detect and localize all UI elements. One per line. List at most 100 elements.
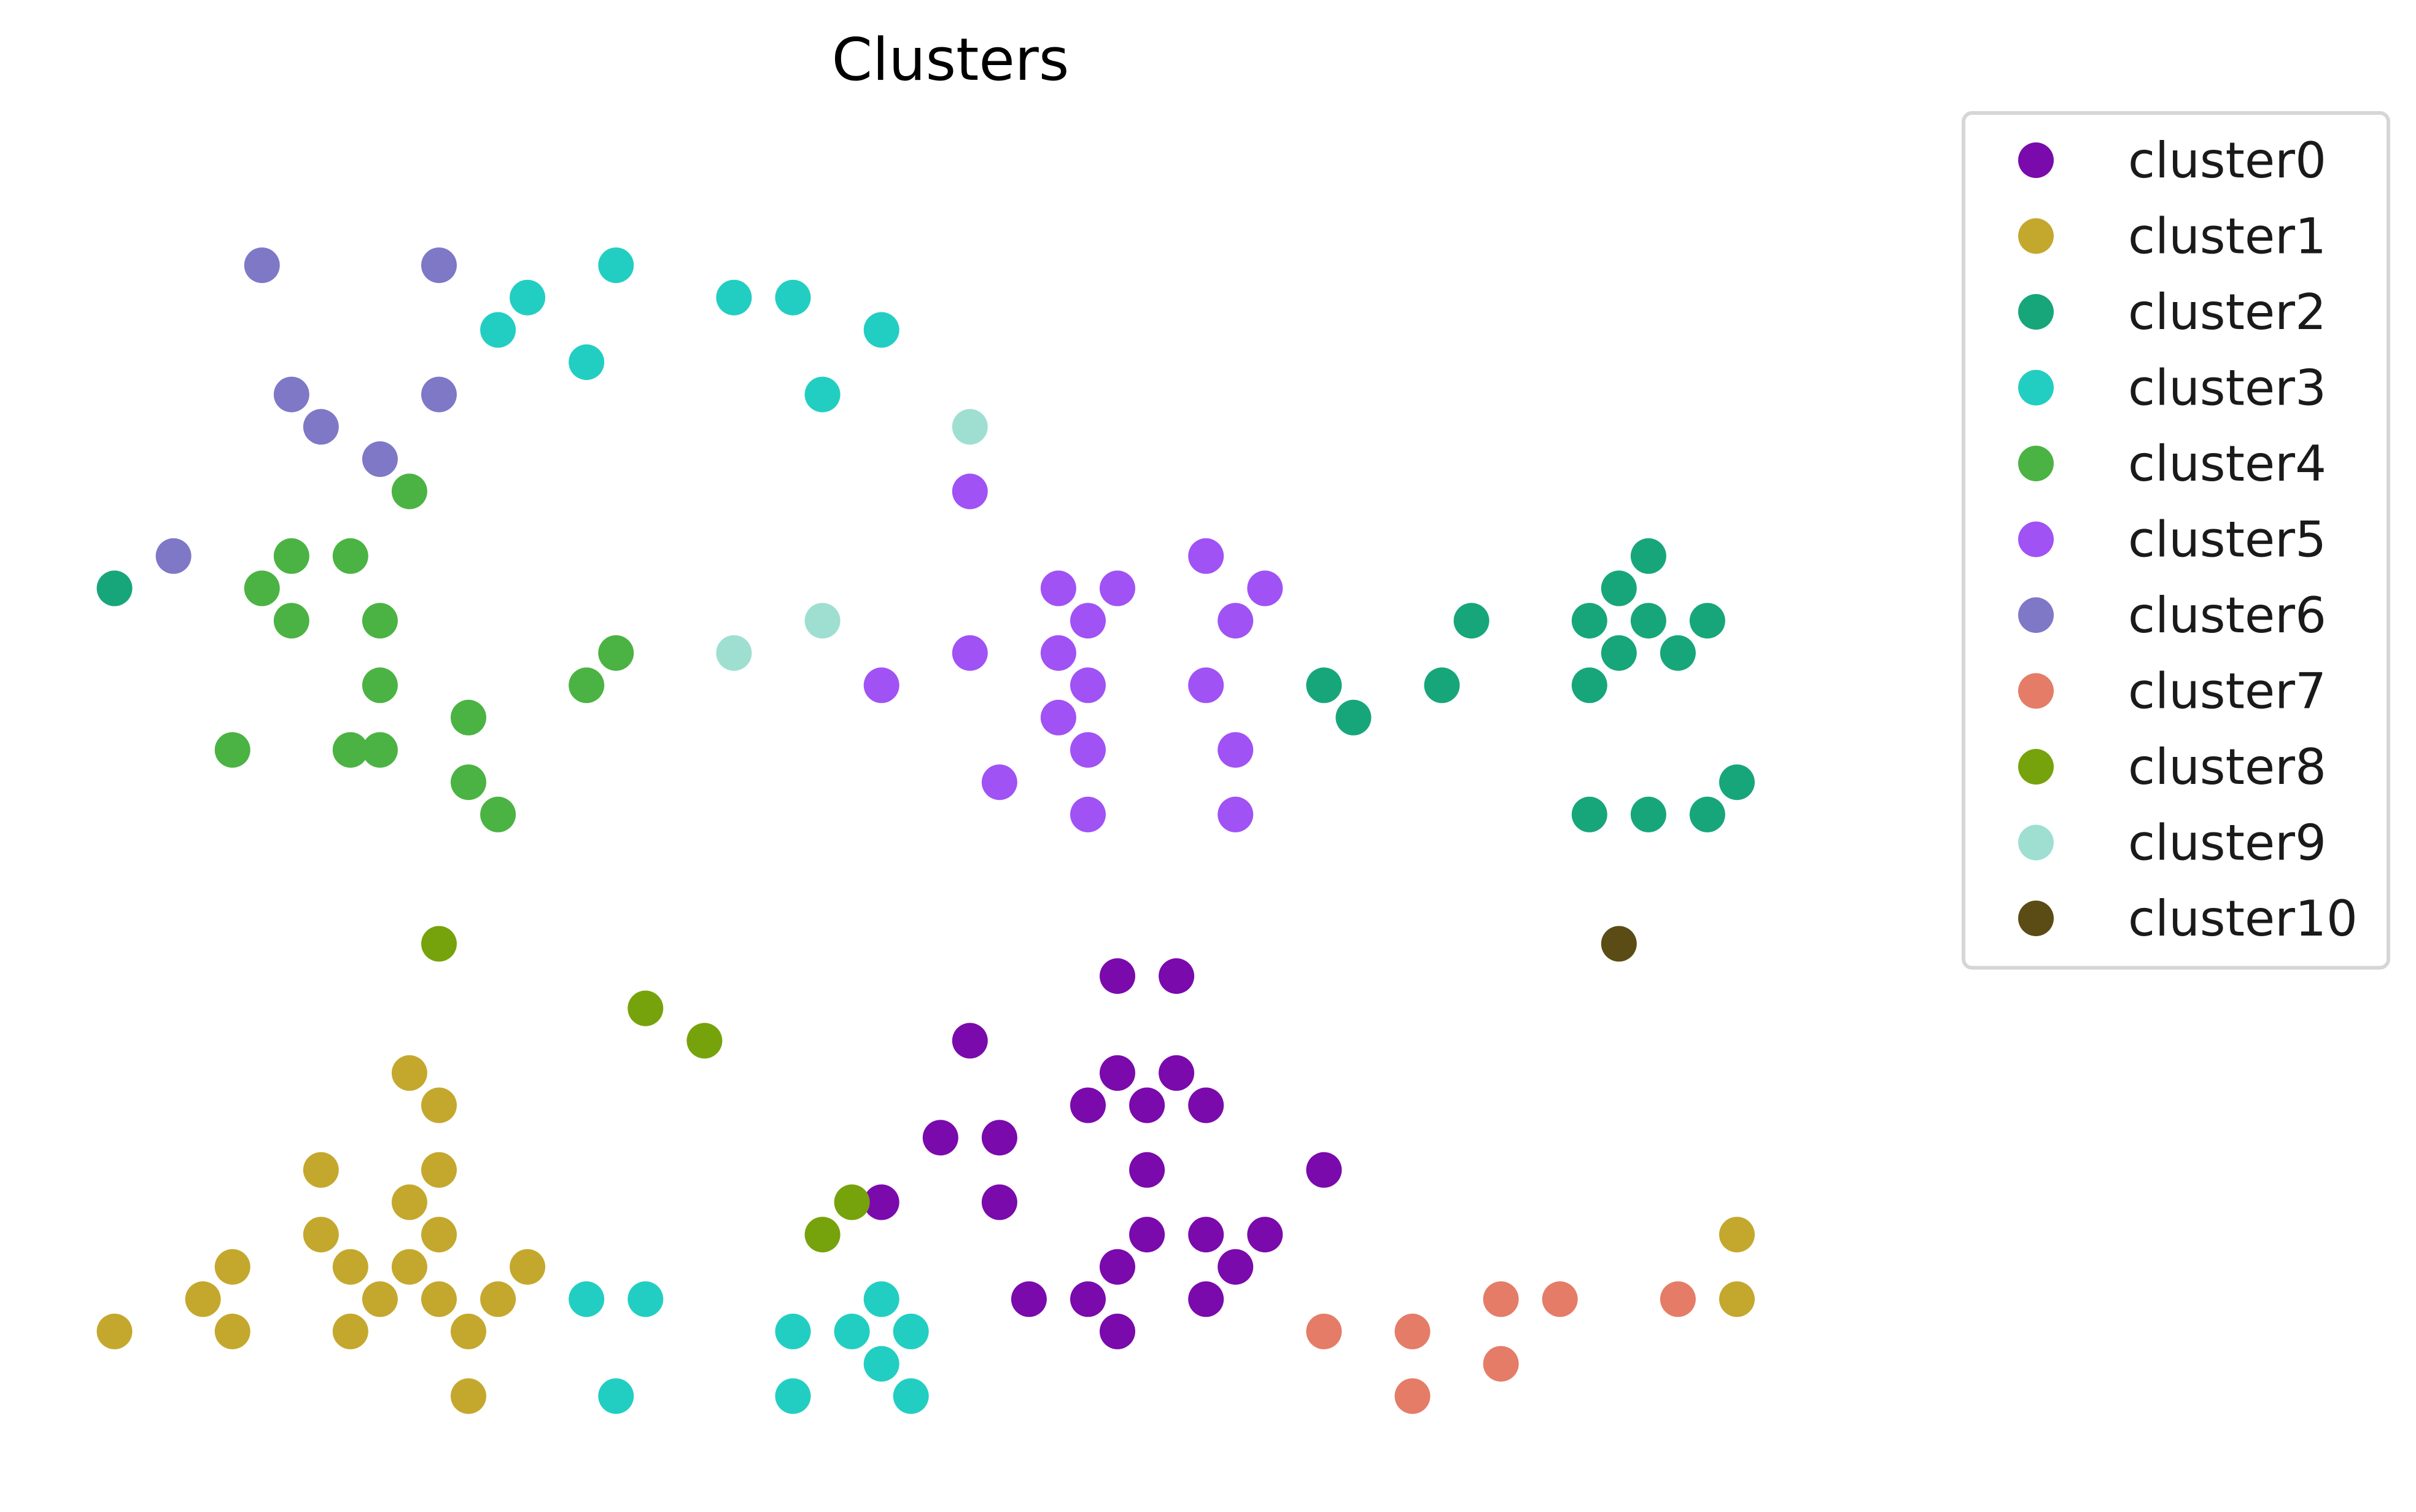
- legend-entry-cluster3: cluster3: [2018, 360, 2326, 417]
- point-cluster1-16: [1719, 1281, 1755, 1317]
- point-cluster3-14: [863, 1346, 899, 1382]
- point-cluster7-2: [1660, 1281, 1696, 1317]
- point-cluster2-1: [1630, 538, 1666, 574]
- legend-entry-cluster5: cluster5: [2018, 511, 2326, 568]
- series-cluster5: [863, 473, 1283, 832]
- point-cluster1-10: [391, 1249, 427, 1285]
- point-cluster4-3: [244, 570, 280, 607]
- point-cluster2-13: [1719, 764, 1755, 801]
- point-cluster5-5: [1070, 603, 1106, 639]
- point-cluster4-6: [598, 635, 634, 671]
- point-cluster8-0: [421, 926, 457, 962]
- point-cluster3-15: [598, 1378, 634, 1414]
- chart-title: Clusters: [832, 26, 1070, 94]
- point-cluster0-3: [1100, 1055, 1135, 1091]
- point-cluster2-7: [1601, 635, 1637, 671]
- legend-label-cluster6: cluster6: [2128, 587, 2326, 644]
- legend-entry-cluster1: cluster1: [2018, 208, 2326, 265]
- point-cluster2-14: [1571, 796, 1607, 832]
- point-cluster5-11: [1188, 667, 1224, 704]
- legend-entry-cluster6: cluster6: [2018, 587, 2326, 644]
- point-cluster1-20: [451, 1313, 486, 1349]
- series-cluster1: [96, 1055, 1755, 1414]
- point-cluster5-7: [952, 635, 988, 671]
- point-cluster4-9: [451, 699, 486, 735]
- series-cluster2: [96, 538, 1755, 832]
- point-cluster6-1: [421, 247, 457, 284]
- point-cluster3-9: [627, 1281, 664, 1317]
- legend-marker-cluster10: [2018, 901, 2054, 936]
- point-cluster1-9: [332, 1249, 368, 1285]
- point-cluster5-4: [1247, 570, 1283, 607]
- point-cluster0-7: [1188, 1087, 1224, 1123]
- legend: cluster0 cluster1 cluster2 cluster3 cluster4…: [1962, 111, 2390, 970]
- point-cluster1-1: [421, 1087, 457, 1123]
- series-cluster4: [214, 473, 634, 832]
- point-cluster4-11: [332, 732, 368, 768]
- point-cluster6-6: [155, 538, 192, 574]
- series-cluster3: [480, 247, 929, 1414]
- point-cluster0-11: [1306, 1152, 1342, 1188]
- point-cluster0-13: [981, 1184, 1017, 1220]
- point-cluster5-15: [981, 764, 1017, 801]
- point-cluster0-12: [863, 1184, 899, 1220]
- legend-entries: cluster0 cluster1 cluster2 cluster3 cluster4…: [2018, 132, 2358, 947]
- point-cluster5-6: [1218, 603, 1254, 639]
- point-cluster0-9: [981, 1120, 1017, 1156]
- series-cluster7: [1306, 1281, 1696, 1414]
- point-cluster3-3: [775, 279, 811, 316]
- point-cluster0-15: [1188, 1217, 1224, 1253]
- legend-entry-cluster0: cluster0: [2018, 132, 2326, 189]
- data-points: [96, 247, 1755, 1414]
- legend-marker-cluster6: [2018, 597, 2054, 633]
- point-cluster10-0: [1601, 926, 1637, 962]
- point-cluster3-2: [716, 279, 752, 316]
- point-cluster0-16: [1247, 1217, 1283, 1253]
- point-cluster0-10: [1129, 1152, 1165, 1188]
- point-cluster1-4: [391, 1184, 427, 1220]
- point-cluster5-16: [1070, 796, 1106, 832]
- point-cluster3-16: [775, 1378, 811, 1414]
- point-cluster0-8: [922, 1120, 958, 1156]
- point-cluster6-3: [421, 376, 457, 413]
- point-cluster3-6: [569, 344, 605, 380]
- point-cluster1-17: [96, 1313, 133, 1349]
- series-cluster10: [1601, 926, 1637, 962]
- point-cluster1-13: [362, 1281, 398, 1317]
- point-cluster5-2: [1040, 570, 1076, 607]
- point-cluster5-17: [1218, 796, 1254, 832]
- legend-marker-cluster9: [2018, 824, 2054, 861]
- point-cluster3-7: [804, 376, 841, 413]
- point-cluster1-18: [214, 1313, 251, 1349]
- point-cluster0-22: [1100, 1313, 1135, 1349]
- legend-label-cluster9: cluster9: [2128, 815, 2326, 872]
- point-cluster4-13: [451, 764, 486, 801]
- point-cluster7-3: [1306, 1313, 1342, 1349]
- legend-entry-cluster4: cluster4: [2018, 435, 2326, 492]
- legend-entry-cluster10: cluster10: [2018, 890, 2358, 947]
- point-cluster0-20: [1070, 1281, 1106, 1317]
- point-cluster1-15: [480, 1281, 516, 1317]
- legend-label-cluster8: cluster8: [2128, 739, 2326, 796]
- point-cluster3-1: [510, 279, 546, 316]
- point-cluster2-8: [1660, 635, 1696, 671]
- legend-label-cluster10: cluster10: [2128, 890, 2358, 947]
- point-cluster0-6: [1129, 1087, 1165, 1123]
- legend-label-cluster1: cluster1: [2128, 208, 2326, 265]
- point-cluster3-12: [834, 1313, 870, 1349]
- point-cluster6-2: [273, 376, 309, 413]
- point-cluster4-5: [362, 603, 398, 639]
- point-cluster0-18: [1218, 1249, 1254, 1285]
- point-cluster7-0: [1483, 1281, 1519, 1317]
- legend-marker-cluster2: [2018, 294, 2054, 330]
- point-cluster2-16: [1689, 796, 1725, 832]
- point-cluster0-14: [1129, 1217, 1165, 1253]
- point-cluster2-4: [1571, 603, 1607, 639]
- point-cluster1-0: [391, 1055, 427, 1091]
- legend-marker-cluster7: [2018, 673, 2054, 709]
- point-cluster1-2: [303, 1152, 339, 1188]
- point-cluster4-1: [273, 538, 309, 574]
- point-cluster8-3: [834, 1184, 870, 1220]
- legend-entry-cluster9: cluster9: [2018, 815, 2326, 872]
